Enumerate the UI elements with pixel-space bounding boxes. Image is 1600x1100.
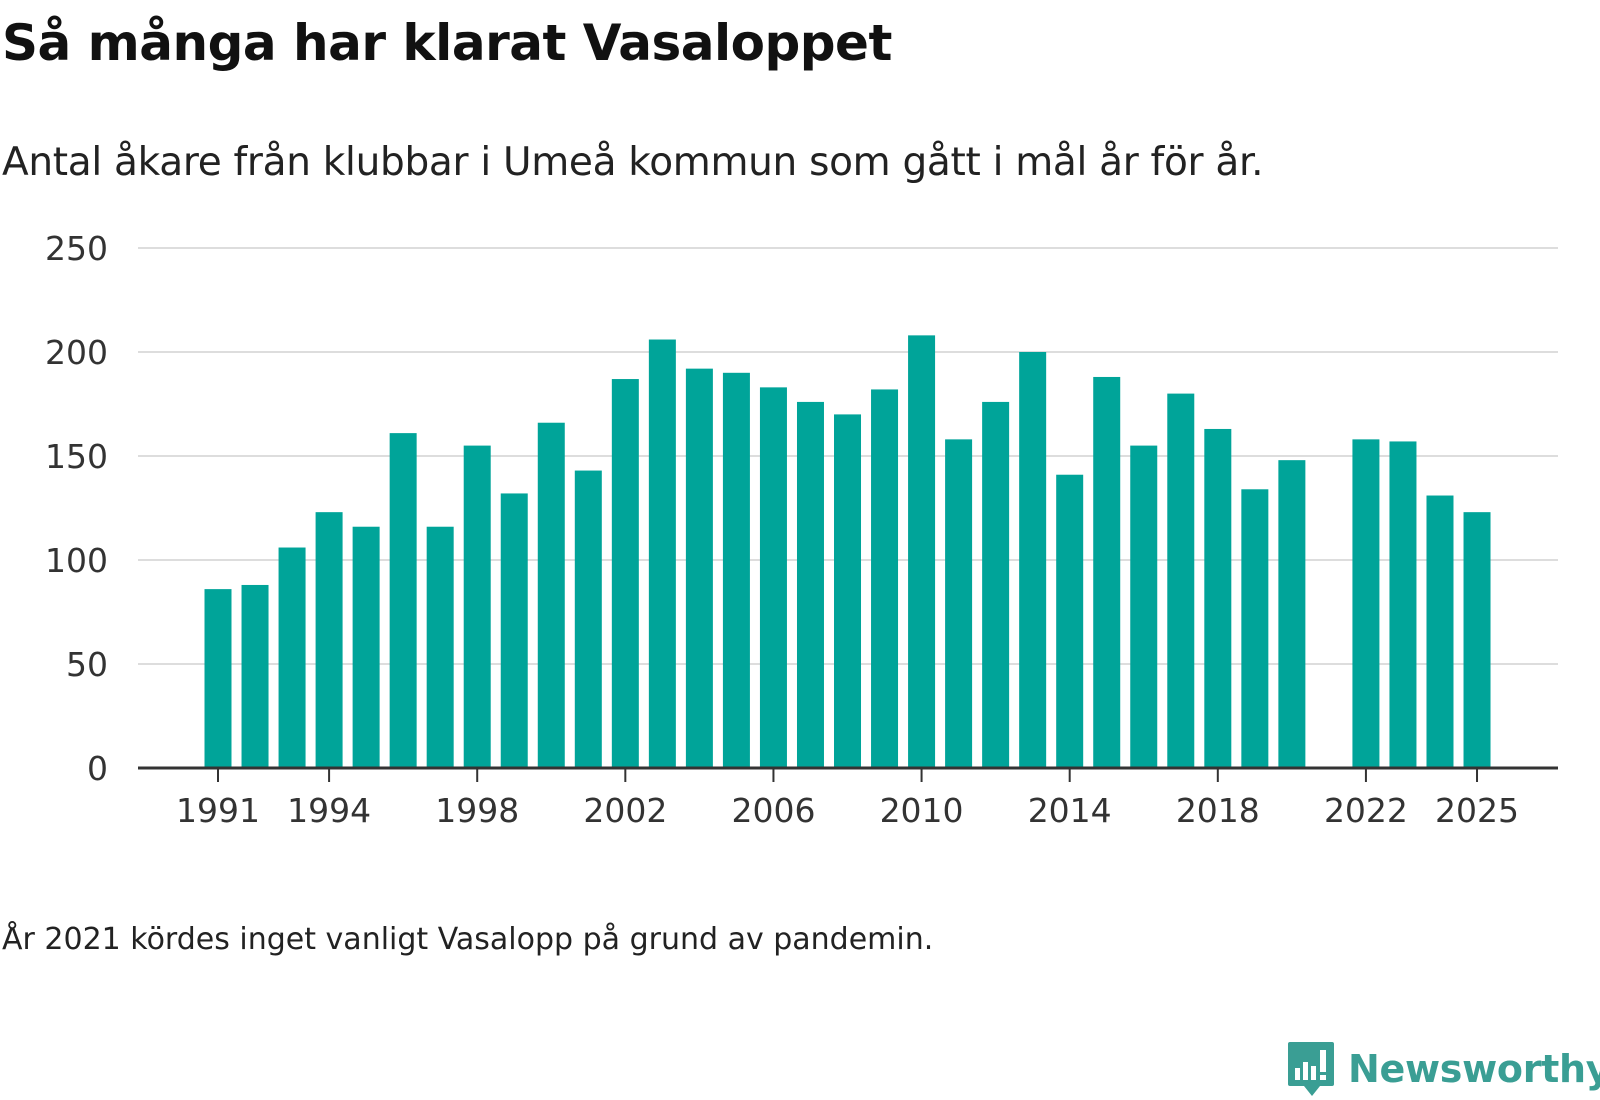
bar-1994 — [315, 512, 343, 768]
x-tick-label: 2022 — [1324, 791, 1408, 830]
y-axis-ticks: 0 50 100 150 200 250 — [45, 229, 108, 788]
chart-title: Så många har klarat Vasaloppet — [2, 14, 892, 72]
bar-chart: 0 50 100 150 200 250 1991 1994 1998 2002 2006 2010… — [45, 229, 1558, 830]
y-tick-label: 200 — [45, 333, 108, 372]
bar-1991 — [204, 589, 232, 768]
y-tick-label: 150 — [45, 437, 108, 476]
bar-1993 — [278, 547, 306, 768]
bar-2016 — [1130, 445, 1158, 768]
x-tick-label: 2014 — [1028, 791, 1112, 830]
bar-2009 — [871, 389, 899, 768]
bar-2006 — [759, 387, 787, 768]
x-axis-ticks: 1991 1994 1998 2002 2006 2010 2014 2018 2022 2025 — [176, 768, 1519, 830]
bar-2024 — [1426, 495, 1454, 768]
x-tick-label: 2025 — [1435, 791, 1519, 830]
bar-1996 — [389, 433, 417, 768]
x-tick-label: 2002 — [583, 791, 667, 830]
y-tick-label: 0 — [87, 749, 108, 788]
footnote: År 2021 kördes inget vanligt Vasalopp på… — [2, 922, 934, 957]
x-tick-label: 1998 — [435, 791, 519, 830]
newsworthy-logo-icon — [1288, 1042, 1334, 1096]
x-tick-label: 2006 — [731, 791, 815, 830]
bar-2001 — [574, 470, 602, 768]
y-tick-label: 50 — [66, 645, 108, 684]
bar-2013 — [1019, 352, 1047, 768]
x-tick-label: 1994 — [287, 791, 371, 830]
bar-2003 — [648, 339, 676, 768]
bar-1998 — [463, 445, 491, 768]
bar-2012 — [982, 401, 1010, 768]
bar-2005 — [722, 372, 750, 768]
bar-2015 — [1093, 376, 1121, 768]
bar-2018 — [1204, 428, 1232, 768]
x-tick-label: 2018 — [1176, 791, 1260, 830]
bar-1999 — [500, 493, 528, 768]
x-tick-label: 2010 — [880, 791, 964, 830]
bar-1992 — [241, 584, 269, 768]
y-tick-label: 100 — [45, 541, 108, 580]
bar-2020 — [1278, 460, 1306, 768]
bar-2022 — [1352, 439, 1380, 768]
bar-2007 — [796, 401, 824, 768]
brand-logo: Newsworthy — [1286, 1040, 1600, 1098]
bar-2023 — [1389, 441, 1417, 768]
bar-2025 — [1463, 512, 1491, 768]
x-tick-label: 1991 — [176, 791, 260, 830]
bar-1995 — [352, 526, 380, 768]
bar-2008 — [834, 414, 862, 768]
bar-2014 — [1056, 474, 1084, 768]
bar-1997 — [426, 526, 454, 768]
bar-2019 — [1241, 489, 1269, 768]
bars — [204, 335, 1491, 768]
bar-2004 — [685, 368, 713, 768]
bar-2002 — [611, 379, 639, 768]
bar-2010 — [908, 335, 936, 768]
bar-2000 — [537, 422, 565, 768]
bar-2011 — [945, 439, 973, 768]
chart-subtitle: Antal åkare från klubbar i Umeå kommun s… — [2, 140, 1264, 185]
brand-name: Newsworthy — [1348, 1047, 1600, 1091]
y-tick-label: 250 — [45, 229, 108, 268]
bar-2017 — [1167, 393, 1195, 768]
